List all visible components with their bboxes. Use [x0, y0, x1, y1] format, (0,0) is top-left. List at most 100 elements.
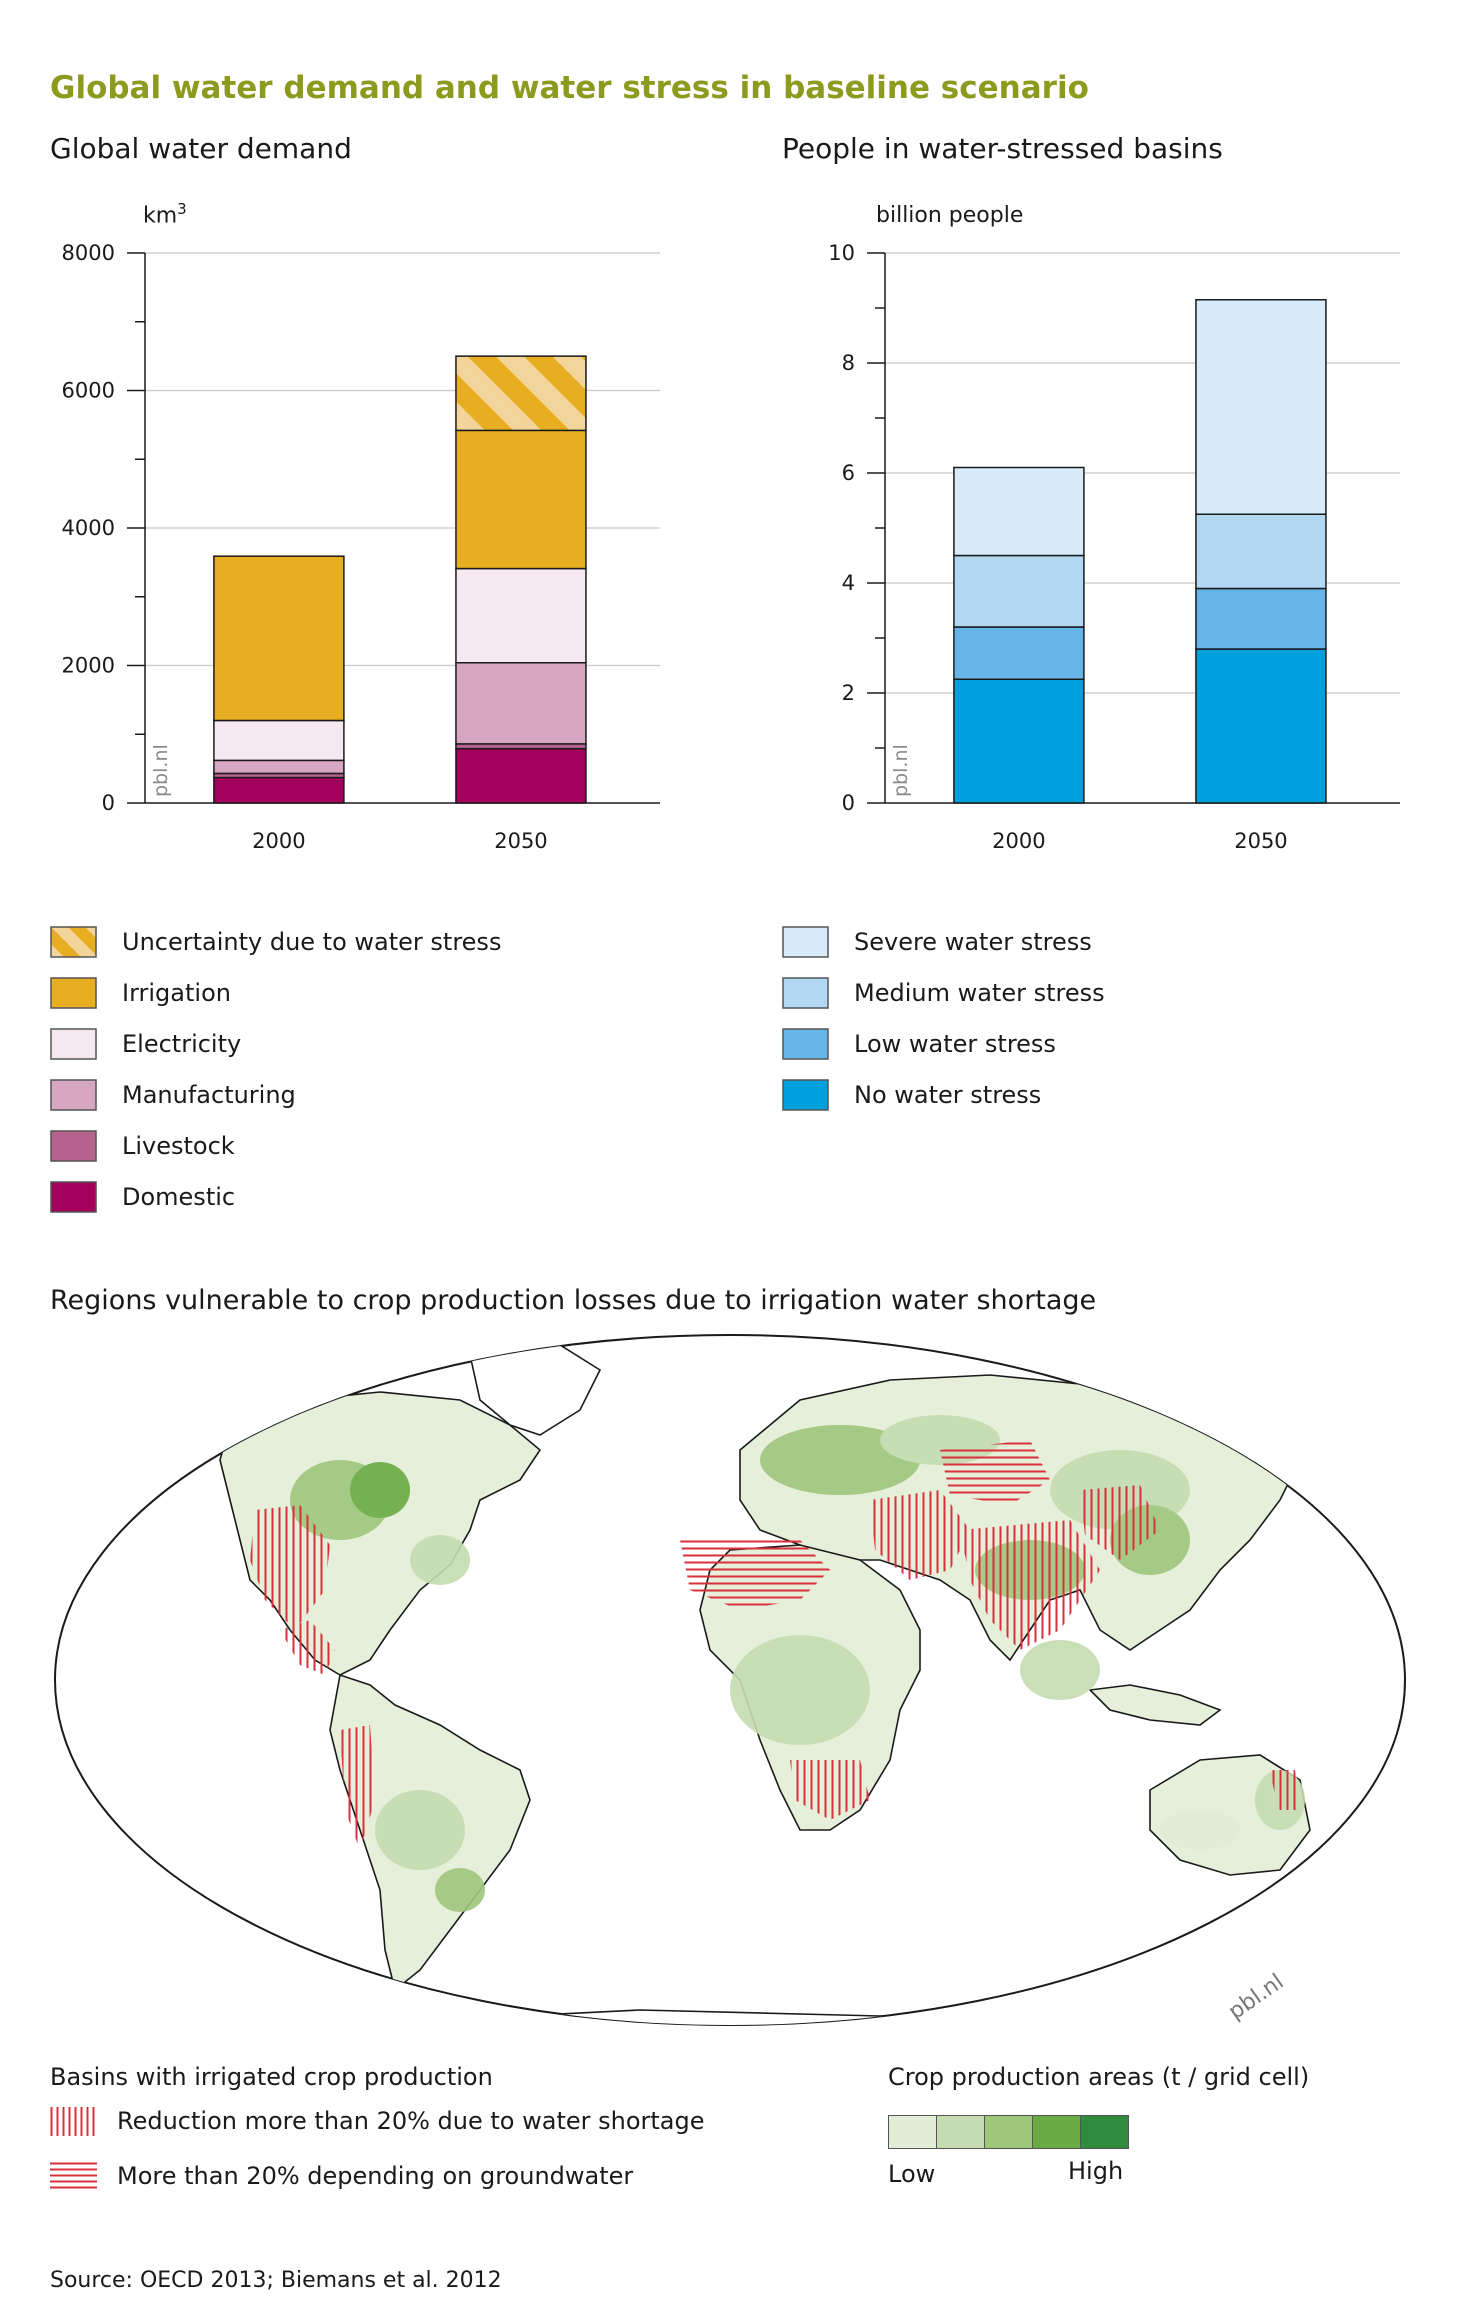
demand-chart-unit: km3 — [143, 200, 187, 228]
crop-legend-high: High — [1068, 2157, 1124, 2185]
basin-north-america-west — [250, 1505, 330, 1630]
y-tick-label: 0 — [842, 791, 855, 815]
bar-segment-low-2050 — [1195, 587, 1327, 650]
legend-label-low: Low water stress — [854, 1029, 1056, 1058]
bar-segment-manufacturing-2050 — [455, 662, 587, 745]
chart-watermark: pbl.nl — [890, 744, 912, 797]
bar-segment-domestic-2050 — [455, 747, 587, 804]
basin-legend-label-groundwater: More than 20% depending on groundwater — [117, 2162, 634, 2190]
basin-china-north — [1080, 1485, 1160, 1560]
bar-segment-irrigation-2050 — [455, 429, 587, 570]
basin-andes — [340, 1725, 375, 1850]
y-tick-label: 0 — [102, 791, 115, 815]
crop-color-scale — [888, 2115, 1129, 2149]
legend-item-medium: Medium water stress — [782, 976, 1105, 1009]
legend-item-livestock: Livestock — [50, 1129, 501, 1162]
basin-legend-item-groundwater: More than 20% depending on groundwater — [50, 2160, 705, 2192]
legend-label-livestock: Livestock — [122, 1131, 235, 1160]
crop-scale-step — [1080, 2116, 1128, 2148]
legend-swatch-electricity — [50, 1027, 97, 1060]
world-map: pbl.nl — [54, 1334, 1406, 2026]
basin-mexico — [280, 1620, 335, 1675]
x-tick-label: 2050 — [1234, 829, 1287, 853]
stress-chart-title: People in water-stressed basins — [782, 132, 1223, 165]
legend-item-manufacturing: Manufacturing — [50, 1078, 501, 1111]
demand-legend: Uncertainty due to water stress Irrigatio… — [50, 925, 501, 1231]
legend-label-uncertainty: Uncertainty due to water stress — [122, 927, 502, 956]
crop-scale-step — [889, 2116, 936, 2148]
bar-segment-domestic-2000 — [213, 776, 345, 804]
crop-scale-step — [936, 2116, 984, 2148]
chart-watermark: pbl.nl — [150, 744, 172, 797]
map-watermark: pbl.nl — [1224, 1969, 1288, 2025]
y-tick-label: 8000 — [62, 241, 115, 265]
map-title: Regions vulnerable to crop production lo… — [50, 1285, 1097, 1316]
legend-item-irrigation: Irrigation — [50, 976, 501, 1009]
bar-segment-none-2000 — [953, 678, 1085, 804]
x-tick-label: 2000 — [252, 829, 305, 853]
legend-swatch-domestic — [50, 1180, 97, 1213]
bar-segment-none-2050 — [1195, 648, 1327, 804]
y-tick-label: 4000 — [62, 516, 115, 540]
water-stress-chart: 0 2 4 6 8 10 2000 2050 pbl.nl — [828, 241, 1400, 853]
legend-swatch-livestock — [50, 1129, 97, 1162]
legend-label-severe: Severe water stress — [854, 927, 1092, 956]
bar-segment-low-2000 — [953, 626, 1085, 680]
water-shortage-basins — [250, 1440, 1300, 1850]
legend-item-uncertainty: Uncertainty due to water stress — [50, 925, 501, 958]
basin-middle-east — [870, 1490, 970, 1580]
bar-segment-severe-2050 — [1195, 299, 1327, 515]
legend-item-electricity: Electricity — [50, 1027, 501, 1060]
bar-segment-electricity-2000 — [213, 719, 345, 762]
y-tick-label: 2000 — [62, 654, 115, 678]
legend-label-none: No water stress — [854, 1080, 1042, 1109]
crop-legend-low: Low — [888, 2160, 936, 2188]
basin-south-asia — [960, 1520, 1100, 1650]
greenland-landmass — [469, 1344, 602, 1436]
legend-item-none: No water stress — [782, 1078, 1105, 1111]
y-tick-label: 4 — [842, 571, 855, 595]
bar-segment-medium-2000 — [953, 554, 1085, 628]
legend-swatch-medium — [782, 976, 829, 1009]
bar-segment-uncertainty-2050 — [455, 355, 587, 432]
legend-label-medium: Medium water stress — [854, 978, 1105, 1007]
basin-southern-africa — [790, 1760, 870, 1820]
demand-chart-title: Global water demand — [50, 132, 352, 165]
legend-item-severe: Severe water stress — [782, 925, 1105, 958]
x-tick-label: 2050 — [494, 829, 547, 853]
legend-label-irrigation: Irrigation — [122, 978, 231, 1007]
crop-scale-step — [984, 2116, 1032, 2148]
demand-unit-base: km — [143, 203, 178, 229]
legend-swatch-low — [782, 1027, 829, 1060]
legend-swatch-irrigation — [50, 976, 97, 1009]
bar-segment-irrigation-2000 — [213, 555, 345, 722]
crop-scale-step — [1032, 2116, 1080, 2148]
bar-segment-manufacturing-2000 — [213, 759, 345, 775]
horizontal-hatch-swatch — [50, 2161, 97, 2191]
legend-label-domestic: Domestic — [122, 1182, 236, 1211]
vertical-hatch-swatch — [50, 2106, 97, 2136]
basin-mediterranean-north-africa — [680, 1540, 830, 1610]
legend-swatch-severe — [782, 925, 829, 958]
legend-item-domestic: Domestic — [50, 1180, 501, 1213]
crop-production-areas — [290, 1415, 1305, 1912]
basins-legend-title: Basins with irrigated crop production — [50, 2063, 493, 2091]
crop-legend-title: Crop production areas (t / grid cell) — [888, 2063, 1310, 2091]
basins-legend: Reduction more than 20% due to water sho… — [50, 2105, 705, 2192]
y-tick-label: 2 — [842, 681, 855, 705]
bar-segment-severe-2000 — [953, 466, 1085, 557]
basin-australia-east — [1270, 1770, 1300, 1810]
legend-swatch-uncertainty — [50, 925, 97, 958]
stress-chart-unit: billion people — [876, 203, 1024, 228]
y-tick-label: 10 — [828, 241, 855, 265]
source-note: Source: OECD 2013; Biemans et al. 2012 — [50, 2268, 502, 2293]
page-title: Global water demand and water stress in … — [50, 70, 1089, 106]
bar-segment-electricity-2050 — [455, 567, 587, 664]
basin-legend-label-reduction: Reduction more than 20% due to water sho… — [117, 2107, 705, 2135]
x-tick-label: 2000 — [992, 829, 1045, 853]
y-tick-label: 6 — [842, 461, 855, 485]
legend-label-manufacturing: Manufacturing — [122, 1080, 296, 1109]
bar-segment-medium-2050 — [1195, 513, 1327, 590]
water-demand-chart: 0 2000 4000 6000 8000 2000 2050 pbl.nl — [62, 241, 660, 853]
legend-swatch-none — [782, 1078, 829, 1111]
